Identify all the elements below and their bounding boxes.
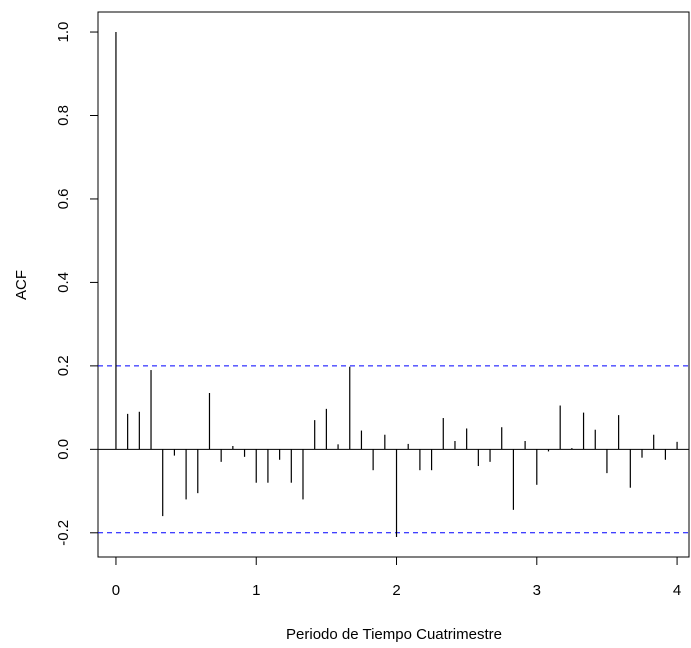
x-tick-label: 0 — [112, 582, 120, 599]
y-tick-label: 0.0 — [55, 439, 72, 460]
plot-frame — [97, 11, 690, 558]
y-tick-label: 0.2 — [55, 355, 72, 376]
y-tick-label: -0.2 — [55, 520, 72, 546]
y-tick-label: 0.8 — [55, 105, 72, 126]
x-tick-label: 1 — [252, 582, 260, 599]
x-tick-label: 2 — [392, 582, 400, 599]
x-axis-title: Periodo de Tiempo Cuatrimestre — [286, 626, 502, 643]
y-axis-title: ACF — [13, 270, 30, 300]
y-tick-label: 0.4 — [55, 272, 72, 293]
y-tick-label: 0.6 — [55, 189, 72, 210]
x-tick-label: 4 — [673, 582, 681, 599]
y-tick-label: 1.0 — [55, 22, 72, 43]
x-tick-label: 3 — [533, 582, 541, 599]
